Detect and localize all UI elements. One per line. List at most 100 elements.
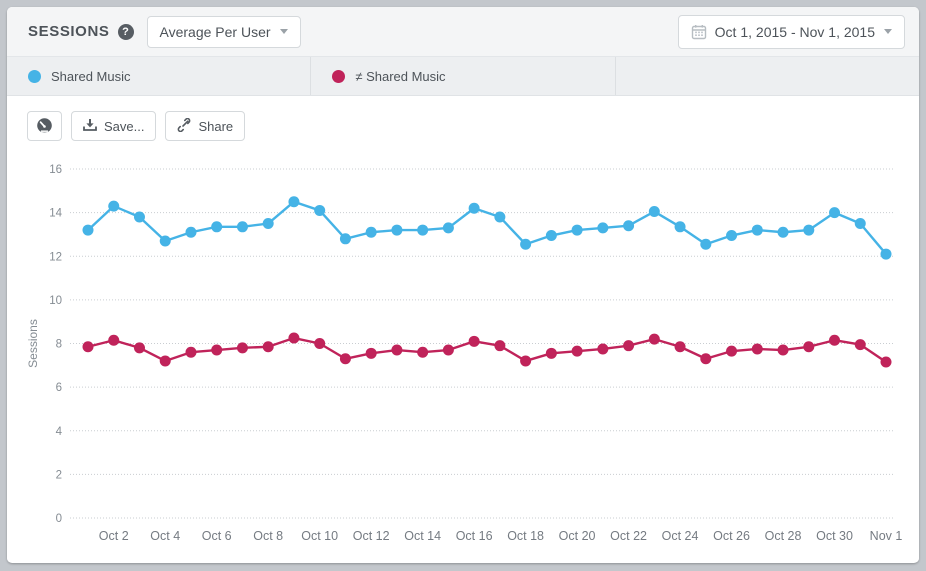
data-point[interactable]	[674, 221, 686, 233]
x-tick-label: Oct 30	[816, 529, 853, 543]
data-point[interactable]	[133, 342, 145, 354]
data-point[interactable]	[829, 334, 841, 346]
date-range-picker[interactable]: Oct 1, 2015 - Nov 1, 2015	[677, 14, 905, 49]
data-point[interactable]	[674, 341, 686, 353]
page-title: SESSIONS	[28, 23, 110, 40]
date-range-value: Oct 1, 2015 - Nov 1, 2015	[714, 23, 875, 40]
add-to-dashboard-button[interactable]	[27, 111, 62, 141]
data-point[interactable]	[803, 341, 815, 353]
data-point[interactable]	[365, 226, 377, 238]
x-tick-label: Oct 10	[301, 529, 338, 543]
data-point[interactable]	[648, 206, 660, 218]
series-color-dot	[28, 69, 41, 83]
data-point[interactable]	[494, 340, 506, 352]
data-point[interactable]	[365, 347, 377, 359]
data-point[interactable]	[468, 202, 480, 214]
data-point[interactable]	[777, 344, 789, 356]
data-point[interactable]	[185, 226, 197, 238]
data-point[interactable]	[468, 335, 480, 347]
data-point[interactable]	[751, 224, 763, 236]
data-point[interactable]	[545, 230, 557, 242]
x-tick-label: Oct 18	[507, 529, 544, 543]
x-tick-label: Oct 28	[765, 529, 802, 543]
chart-toolbar: Save... Share	[27, 111, 246, 141]
data-point[interactable]	[648, 333, 660, 345]
data-point[interactable]	[726, 345, 738, 357]
data-point[interactable]	[339, 353, 351, 365]
series-line	[87, 200, 887, 255]
metric-dropdown[interactable]: Average Per User	[146, 15, 301, 48]
data-point[interactable]	[262, 218, 274, 230]
data-point[interactable]	[417, 346, 429, 358]
data-point[interactable]	[82, 341, 94, 353]
data-point[interactable]	[623, 340, 635, 352]
data-point[interactable]	[854, 339, 866, 351]
data-point[interactable]	[880, 356, 892, 368]
save-button[interactable]: Save...	[71, 111, 157, 141]
sessions-line-chart[interactable]: 0 2 4 6 8 10 12 14 16 Sessions Oct 2 Oct 4 Oct 6 Oct …	[7, 96, 919, 562]
data-point[interactable]	[597, 343, 609, 355]
segmentation-card: SESSIONS ? Average Per User Oct 1	[7, 7, 919, 563]
data-point[interactable]	[82, 224, 94, 236]
legend-tab-label: Shared Music	[51, 68, 131, 84]
legend-tab-not-shared-music[interactable]: ≠ Shared Music	[311, 57, 616, 95]
data-point[interactable]	[211, 344, 223, 356]
data-point[interactable]	[571, 345, 583, 357]
x-tick-label: Oct 14	[404, 529, 441, 543]
data-point[interactable]	[700, 353, 712, 365]
legend-tab-shared-music[interactable]: Shared Music	[7, 57, 312, 95]
dashboard-gauge-icon	[36, 117, 53, 136]
data-point[interactable]	[339, 233, 351, 245]
data-point[interactable]	[597, 222, 609, 234]
data-point[interactable]	[854, 218, 866, 230]
x-tick-label: Oct 4	[150, 529, 180, 543]
data-point[interactable]	[108, 334, 120, 346]
data-point[interactable]	[288, 332, 300, 344]
x-tick-label: Nov 1	[870, 529, 903, 543]
data-point[interactable]	[133, 211, 145, 223]
save-button-label: Save...	[104, 118, 145, 134]
data-point[interactable]	[726, 230, 738, 242]
data-point[interactable]	[391, 344, 403, 356]
data-point[interactable]	[545, 347, 557, 359]
data-point[interactable]	[262, 341, 274, 353]
data-point[interactable]	[623, 220, 635, 232]
link-icon	[177, 117, 191, 134]
data-point[interactable]	[288, 196, 300, 208]
data-point[interactable]	[442, 344, 454, 356]
data-point[interactable]	[520, 355, 532, 367]
data-point[interactable]	[159, 235, 171, 247]
data-point[interactable]	[571, 224, 583, 236]
data-point[interactable]	[494, 211, 506, 223]
data-point[interactable]	[236, 342, 248, 354]
data-point[interactable]	[185, 346, 197, 358]
data-point[interactable]	[880, 248, 892, 260]
data-point[interactable]	[751, 343, 763, 355]
data-point[interactable]	[108, 200, 120, 212]
help-icon[interactable]: ?	[117, 23, 134, 40]
data-point[interactable]	[700, 238, 712, 250]
data-point[interactable]	[236, 221, 248, 233]
data-point[interactable]	[211, 221, 223, 233]
data-point[interactable]	[777, 226, 789, 238]
legend-tabs: Shared Music ≠ Shared Music	[7, 57, 919, 96]
y-tick-label: 10	[49, 295, 62, 307]
data-point[interactable]	[803, 224, 815, 236]
y-axis-title: Sessions	[26, 319, 40, 368]
data-point[interactable]	[442, 222, 454, 234]
calendar-icon	[691, 24, 707, 40]
data-point[interactable]	[520, 238, 532, 250]
x-tick-label: Oct 16	[456, 529, 493, 543]
data-point[interactable]	[829, 207, 841, 219]
data-point[interactable]	[159, 355, 171, 367]
data-point[interactable]	[391, 224, 403, 236]
y-tick-label: 14	[49, 208, 62, 220]
share-button-label: Share	[198, 118, 234, 134]
x-tick-label: Oct 20	[559, 529, 596, 543]
data-point[interactable]	[314, 204, 326, 216]
data-point[interactable]	[417, 224, 429, 236]
data-point[interactable]	[314, 338, 326, 349]
download-icon	[83, 118, 97, 134]
x-tick-label: Oct 24	[662, 529, 699, 543]
share-button[interactable]: Share	[165, 111, 246, 141]
